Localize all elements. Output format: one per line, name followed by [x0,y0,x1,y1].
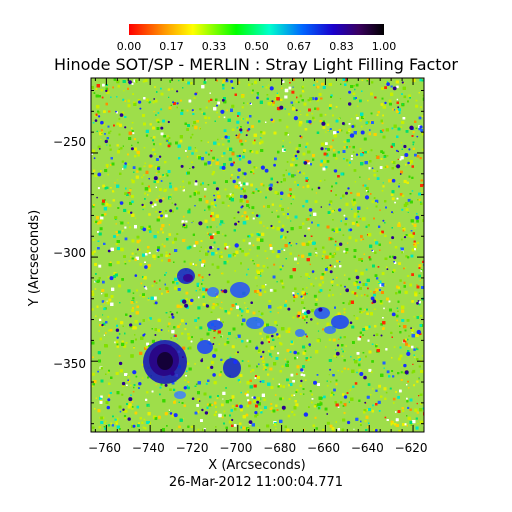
x-tick-label: −640 [351,441,384,455]
colorbar-tick: 0.33 [202,40,227,53]
colorbar [129,24,384,35]
x-tick-label: −760 [88,441,121,455]
y-axis-label: Y (Arcseconds) [27,210,42,307]
x-axis-label: X (Arcseconds) [208,458,305,473]
y-tick-label: −250 [53,135,86,149]
x-tick-label: −700 [219,441,252,455]
x-tick-label: −740 [132,441,165,455]
plot-title: Hinode SOT/SP - MERLIN : Stray Light Fil… [54,55,458,74]
x-tick-label: −620 [395,441,428,455]
x-tick-label: −660 [307,441,340,455]
colorbar-tick: 1.00 [372,40,397,53]
colorbar-tick: 0.17 [159,40,184,53]
colorbar-tick: 0.50 [244,40,269,53]
x-tick-labels: −760 −740 −720 −700 −680 −660 −640 −620 [88,441,428,455]
x-tick-label: −680 [263,441,296,455]
x-tick-label: −720 [176,441,209,455]
colorbar-tick: 0.00 [117,40,142,53]
colorbar-tick: 0.83 [329,40,354,53]
y-tick-label: −300 [53,246,86,260]
colorbar-tick: 0.67 [287,40,312,53]
y-tick-label: −350 [53,357,86,371]
y-tick-labels: −250 −300 −350 [53,135,86,371]
filling-factor-map [91,78,424,432]
timestamp: 26-Mar-2012 11:00:04.771 [169,475,343,490]
plot-frame [90,77,425,433]
colorbar-ticks: 0.00 0.17 0.33 0.50 0.67 0.83 1.00 [117,40,397,53]
tick-marks [91,78,425,432]
